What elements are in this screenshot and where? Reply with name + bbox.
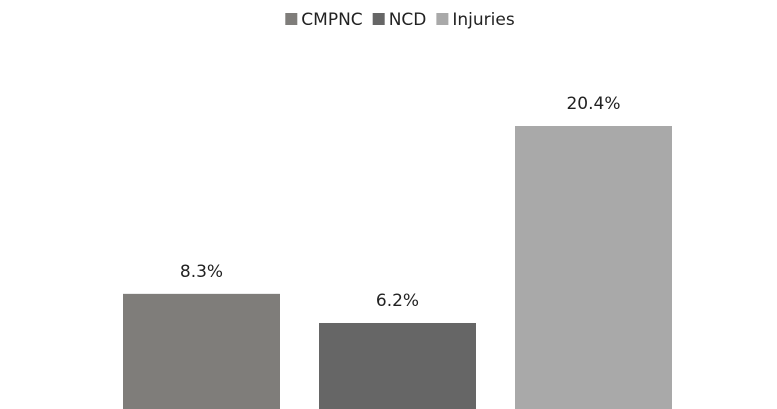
legend-label: Injuries: [452, 10, 514, 30]
legend-swatch: [436, 13, 449, 25]
bar: [319, 322, 476, 409]
legend-swatch: [372, 13, 385, 25]
legend: CMPNC NCD Injuries: [285, 10, 515, 30]
legend-label: NCD: [389, 10, 427, 30]
legend-swatch: [285, 13, 298, 25]
bar: [123, 293, 280, 409]
data-label: 6.2%: [376, 291, 419, 311]
bar: [515, 126, 672, 409]
data-label: 8.3%: [180, 262, 223, 282]
data-label: 20.4%: [566, 94, 620, 114]
legend-label: CMPNC: [301, 10, 362, 30]
